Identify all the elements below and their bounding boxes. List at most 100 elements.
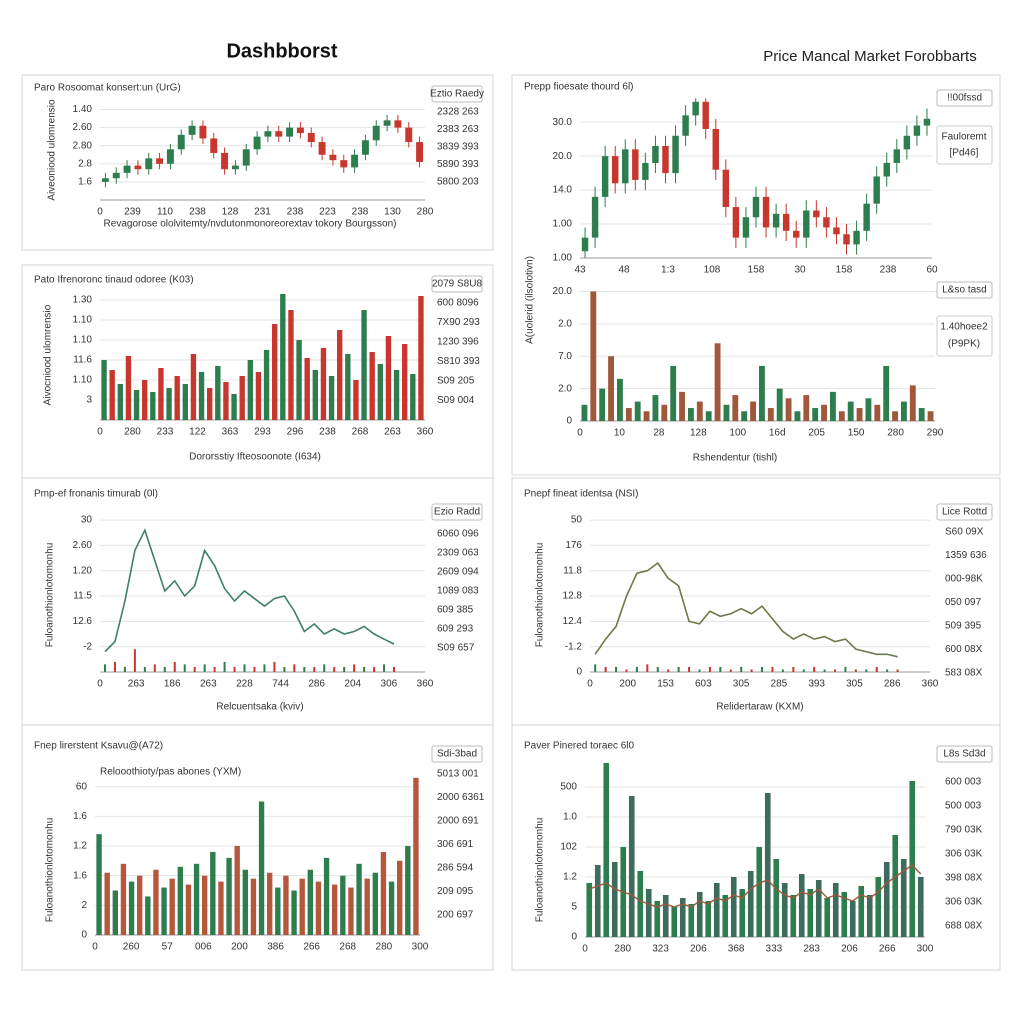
bar	[722, 895, 729, 937]
x-tick-label: 306	[381, 679, 398, 690]
candle-body	[742, 217, 750, 238]
x-tick-label: 290	[927, 428, 944, 439]
bar	[874, 404, 881, 421]
candle-body	[782, 213, 790, 231]
price-line	[104, 528, 395, 653]
y-tick-label: 0	[81, 930, 87, 941]
badge-box	[936, 745, 993, 763]
x-tick-label: 0	[587, 679, 593, 690]
candle-body	[903, 135, 911, 150]
bar	[785, 398, 792, 421]
bar	[590, 291, 597, 421]
x-tick-label: 200	[619, 679, 636, 690]
candle-body	[231, 165, 239, 170]
y-tick-label: -1.2	[565, 641, 583, 652]
side-label: 600 08X	[945, 644, 983, 655]
bar	[603, 763, 610, 937]
bar	[847, 401, 854, 421]
x-tick-label: 128	[690, 428, 707, 439]
side-label: 2309 063	[437, 548, 479, 559]
y-tick-label: 2	[81, 900, 87, 911]
dashboard-subtitle: Price Mancal Market Forobbarts	[763, 48, 976, 65]
candle-body	[793, 230, 800, 238]
bar	[679, 898, 686, 937]
bar	[798, 874, 805, 937]
candle-body	[581, 237, 589, 252]
volume-bar	[615, 666, 618, 672]
y-tick-label: 2.0	[558, 318, 572, 329]
x-tick-label: 43	[574, 265, 586, 276]
y-tick-label: 20.0	[553, 151, 573, 162]
x-tick-label: 305	[733, 679, 750, 690]
overlay-line	[589, 864, 922, 908]
bar	[410, 374, 416, 420]
bar	[756, 847, 763, 937]
candle-body	[318, 142, 326, 155]
volume-bar	[729, 669, 732, 672]
x-tick-label: 263	[200, 679, 217, 690]
bar	[838, 411, 845, 421]
volume-bar	[677, 666, 680, 672]
side-label: 7X90 293	[437, 317, 480, 328]
y-tick-label: 11.8	[563, 565, 582, 576]
bar	[128, 881, 135, 935]
panel	[21, 724, 494, 971]
bar	[696, 401, 703, 421]
side-label: 5013 001	[437, 769, 479, 780]
y-tick-label: 2.60	[73, 122, 93, 133]
bar	[182, 384, 188, 420]
x-tick-label: 280	[124, 427, 141, 438]
badge-text: Sdi-3bad	[437, 749, 477, 760]
side-label: 306 03K	[945, 897, 983, 908]
y-tick-label: 12.4	[563, 616, 583, 627]
bar	[315, 881, 322, 935]
side-label: 286 594	[437, 863, 474, 874]
x-tick-label: 128	[222, 207, 239, 218]
x-tick-label: 280	[887, 428, 904, 439]
x-tick-label: 263	[384, 427, 401, 438]
bar	[927, 411, 934, 421]
y-tick-label: 12.8	[563, 591, 583, 602]
candle-body	[601, 156, 609, 197]
bar	[901, 401, 907, 421]
volume-bar	[303, 666, 306, 672]
y-tick-label: 2.60	[73, 540, 93, 551]
x-tick-label: 238	[880, 265, 897, 276]
bar	[161, 887, 167, 935]
bar	[320, 348, 327, 420]
x-axis-label: Relcuentsaka (kviv)	[216, 702, 303, 713]
bar	[781, 883, 788, 937]
candle-body	[923, 118, 931, 126]
bar	[372, 872, 378, 935]
x-tick-label: 48	[618, 265, 630, 276]
bar	[730, 877, 737, 937]
candle-body	[853, 230, 860, 245]
candle-body	[913, 125, 921, 136]
bar	[767, 408, 774, 421]
volume-bar	[646, 664, 649, 672]
x-tick-label: 228	[236, 679, 253, 690]
candle-body	[242, 149, 250, 166]
bar	[679, 391, 685, 421]
x-tick-label: 205	[808, 428, 825, 439]
bar	[405, 846, 411, 935]
bar	[900, 859, 907, 937]
volume-bar	[153, 664, 156, 672]
bar	[174, 376, 180, 420]
bar	[150, 392, 156, 420]
bar	[377, 364, 383, 420]
bar	[166, 388, 172, 420]
volume-bar	[103, 664, 106, 672]
candle-body	[394, 120, 402, 128]
side-label: 790 03K	[945, 825, 983, 836]
bar	[892, 411, 898, 421]
bar	[283, 875, 289, 935]
candle-body	[732, 207, 740, 238]
x-tick-label: 239	[124, 207, 141, 218]
x-tick-label: 368	[728, 944, 745, 955]
y-tick-label: 3	[86, 395, 92, 406]
y-axis-label: Aivocniood ulomrensio	[43, 304, 54, 405]
bar	[275, 887, 281, 935]
badge-text: 2079 S8U8	[432, 279, 482, 290]
bar	[883, 862, 890, 937]
